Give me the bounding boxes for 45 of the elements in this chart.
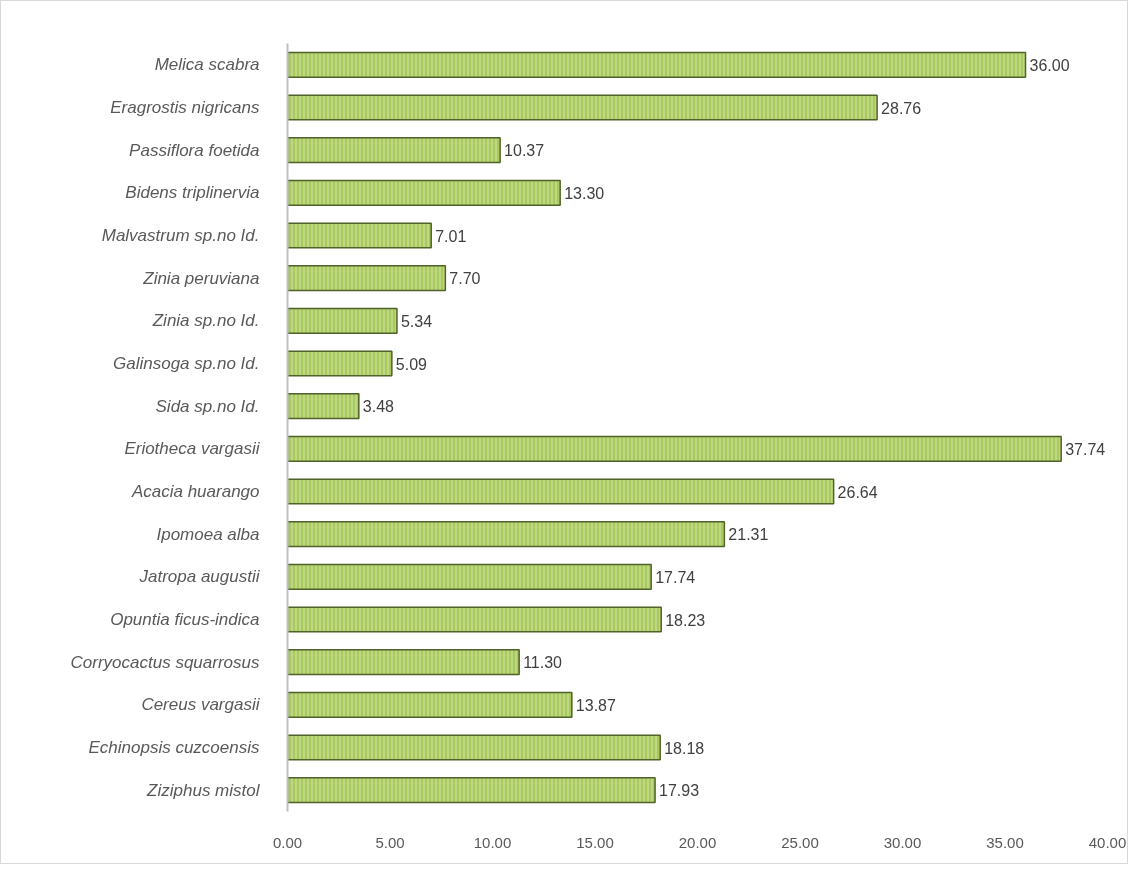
x-tick-label: 0.00: [272, 833, 303, 851]
x-tick-label: 35.00: [986, 833, 1024, 851]
x-tick-label: 20.00: [678, 833, 717, 851]
data-label: 18.23: [665, 611, 706, 629]
data-label: 5.34: [400, 312, 433, 330]
y-tick-label: Zinia peruviana: [142, 268, 260, 288]
data-label: 18.18: [664, 739, 705, 757]
data-label: 26.64: [837, 483, 878, 501]
x-tick-label: 25.00: [781, 833, 819, 851]
data-label: 11.30: [523, 654, 563, 672]
x-tick-label: 30.00: [883, 833, 922, 851]
data-label: 13.30: [564, 184, 605, 202]
y-tick-label: Echinopsis cuzcoensis: [88, 738, 260, 757]
y-tick-label: Malvastrum sp.no Id.: [101, 226, 260, 245]
data-label: 7.01: [435, 227, 467, 245]
y-tick-label: Bidens triplinervia: [125, 183, 260, 203]
y-tick-label: Galinsoga sp.no Id.: [113, 354, 260, 373]
y-tick-label: Corryocactus squarrosus: [70, 652, 260, 672]
data-label: 28.76: [881, 99, 922, 117]
y-tick-label: Ziziphus mistol: [146, 780, 261, 800]
data-label: 10.37: [504, 142, 545, 160]
y-tick-label: Passiflora foetida: [129, 140, 260, 160]
data-label: 7.70: [449, 270, 481, 288]
y-tick-label: Opuntia ficus-indica: [110, 610, 260, 629]
y-tick-label: Acacia huarango: [130, 482, 260, 501]
data-label: 13.87: [575, 696, 616, 714]
x-tick-label: 10.00: [473, 833, 512, 851]
y-tick-label: Cereus vargasii: [141, 695, 261, 715]
data-label: 21.31: [728, 526, 769, 544]
y-tick-label: Zinia sp.no Id.: [151, 311, 260, 331]
data-label: 3.48: [362, 398, 395, 416]
y-tick-label: Ipomoea alba: [156, 524, 260, 544]
y-tick-label: Eriotheca vargasii: [124, 439, 261, 459]
data-label: 17.93: [659, 782, 700, 800]
x-tick-label: 5.00: [375, 833, 405, 851]
data-label: 37.74: [1065, 440, 1106, 458]
y-tick-label: Melica scabra: [154, 55, 260, 75]
data-label: 36.00: [1029, 56, 1070, 74]
y-tick-label: Jatropa augustii: [138, 567, 261, 587]
y-tick-label: Sida sp.no Id.: [155, 396, 260, 416]
x-tick-label: 15.00: [576, 833, 614, 851]
data-label: 5.09: [395, 355, 428, 373]
y-tick-label: Eragrostis nigricans: [110, 98, 260, 117]
x-tick-label: 40.00: [1088, 833, 1127, 851]
data-label: 17.74: [655, 568, 696, 586]
